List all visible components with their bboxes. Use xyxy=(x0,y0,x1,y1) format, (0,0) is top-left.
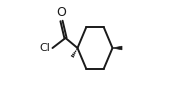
Text: Cl: Cl xyxy=(40,43,51,53)
Text: O: O xyxy=(57,6,66,18)
Polygon shape xyxy=(113,46,122,50)
